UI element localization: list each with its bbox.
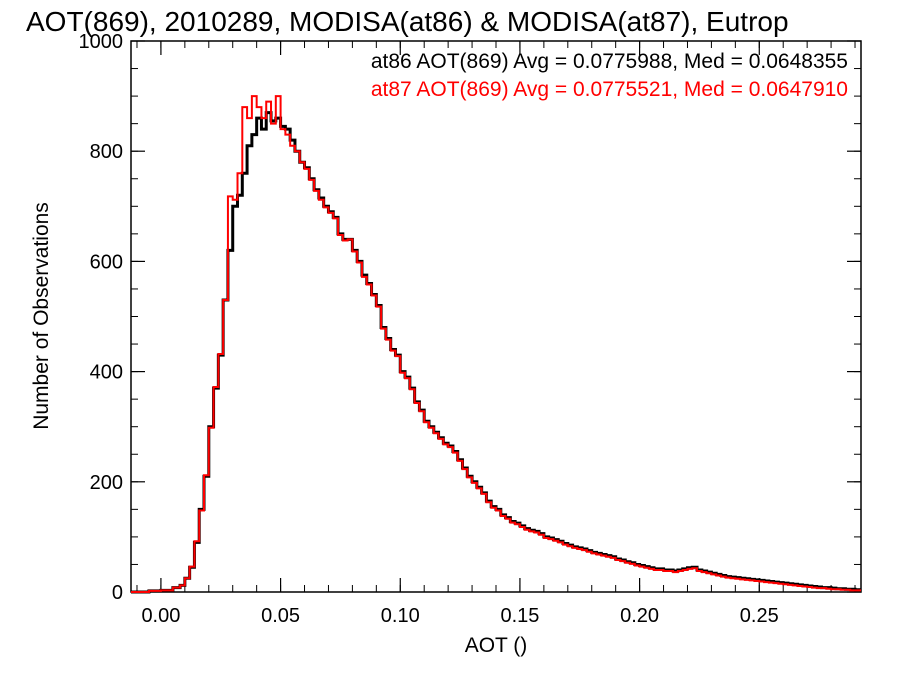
- y-tick-label: 600: [90, 251, 123, 273]
- x-axis-label: AOT (): [465, 634, 528, 657]
- y-tick-label: 0: [112, 582, 123, 604]
- annotations: at86 AOT(869) Avg = 0.0775988, Med = 0.0…: [371, 50, 848, 101]
- x-tick-label: 0.15: [500, 605, 539, 627]
- x-tick-label: 0.25: [740, 605, 779, 627]
- y-axis-label: Number of Observations: [30, 202, 53, 430]
- x-tick-label: 0.20: [620, 605, 659, 627]
- chart-title: AOT(869), 2010289, MODISA(at86) & MODISA…: [26, 6, 789, 37]
- series-line-at86: [131, 113, 861, 592]
- series-layer: [131, 96, 861, 592]
- axis-ticks: 0.00 0.05 0.10 0.15 0.20 0.25 0 200 400 600 800 100…: [79, 31, 862, 627]
- x-tick-label: 0.05: [261, 605, 300, 627]
- x-tick-label: 0.00: [141, 605, 180, 627]
- series-line-at87: [131, 96, 861, 592]
- y-tick-label: 800: [90, 141, 123, 163]
- x-tick-label: 0.10: [381, 605, 420, 627]
- y-tick-label: 400: [90, 362, 123, 384]
- y-tick-label: 200: [90, 472, 123, 494]
- plot-area: 0.00 0.05 0.10 0.15 0.20 0.25 0 200 400 600 800 100…: [79, 31, 862, 627]
- annotation-at86: at86 AOT(869) Avg = 0.0775988, Med = 0.0…: [371, 50, 848, 73]
- y-tick-label: 1000: [79, 31, 124, 53]
- annotation-at87: at87 AOT(869) Avg = 0.0775521, Med = 0.0…: [371, 78, 848, 101]
